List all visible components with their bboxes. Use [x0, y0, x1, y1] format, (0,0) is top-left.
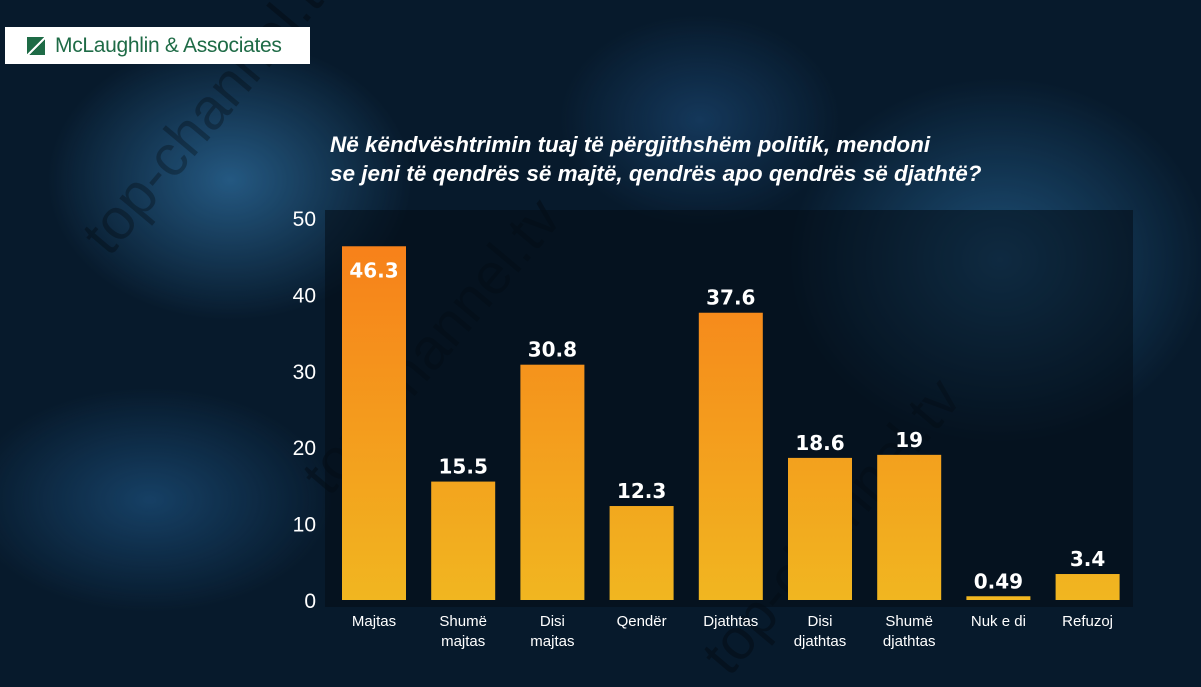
x-tick-label: Majtas — [352, 613, 396, 630]
x-tick-label: Shumë — [885, 613, 933, 630]
chart-title-line: se jeni të qendrës së majtë, qendrës apo… — [330, 161, 982, 186]
chart-title: Në këndvështrimin tuaj të përgjithshëm p… — [330, 130, 981, 188]
x-tick-label: Shumë — [439, 613, 487, 630]
y-tick-label: 50 — [293, 208, 316, 231]
pollster-logo: McLaughlin & Associates — [5, 27, 310, 64]
bar — [1055, 574, 1120, 600]
chart-title-line: Në këndvështrimin tuaj të përgjithshëm p… — [330, 132, 931, 157]
data-label: 46.3 — [349, 258, 398, 282]
x-tick-label: Nuk e di — [971, 613, 1026, 630]
data-label: 18.6 — [795, 431, 844, 455]
bar — [520, 364, 585, 600]
x-tick-label: Disi — [540, 613, 565, 630]
data-label: 12.3 — [617, 479, 666, 503]
bar — [342, 246, 406, 600]
x-tick-label: majtas — [441, 633, 485, 650]
x-tick-label: majtas — [530, 633, 574, 650]
y-tick-label: 0 — [304, 590, 316, 613]
logo-mark-icon — [27, 36, 45, 55]
data-label: 0.49 — [974, 569, 1023, 593]
bar — [788, 457, 852, 600]
data-label: 19 — [895, 428, 923, 452]
y-tick-label: 30 — [293, 361, 316, 384]
bar — [966, 596, 1031, 600]
logo-text: McLaughlin & Associates — [55, 33, 282, 57]
data-label: 37.6 — [706, 286, 755, 310]
data-label: 15.5 — [439, 455, 488, 479]
y-tick-label: 10 — [293, 514, 316, 537]
x-tick-label: Refuzoj — [1062, 613, 1113, 630]
x-tick-label: Qendër — [617, 613, 667, 630]
x-tick-label: Djathtas — [703, 613, 758, 630]
x-tick-label: djathtas — [883, 633, 936, 650]
x-tick-label: djathtas — [794, 633, 847, 650]
bar — [698, 312, 763, 600]
data-label: 3.4 — [1070, 547, 1105, 571]
bar-chart: 0 10 20 30 40 50 46.3 Majtas 15.5 Shumë majtas 30.8… — [293, 208, 1133, 650]
bar — [877, 454, 942, 600]
data-label: 30.8 — [528, 338, 577, 362]
bar — [431, 481, 496, 600]
y-tick-label: 20 — [293, 437, 316, 460]
x-tick-label: Disi — [808, 613, 833, 630]
bar — [609, 506, 674, 600]
y-tick-label: 40 — [293, 284, 316, 307]
